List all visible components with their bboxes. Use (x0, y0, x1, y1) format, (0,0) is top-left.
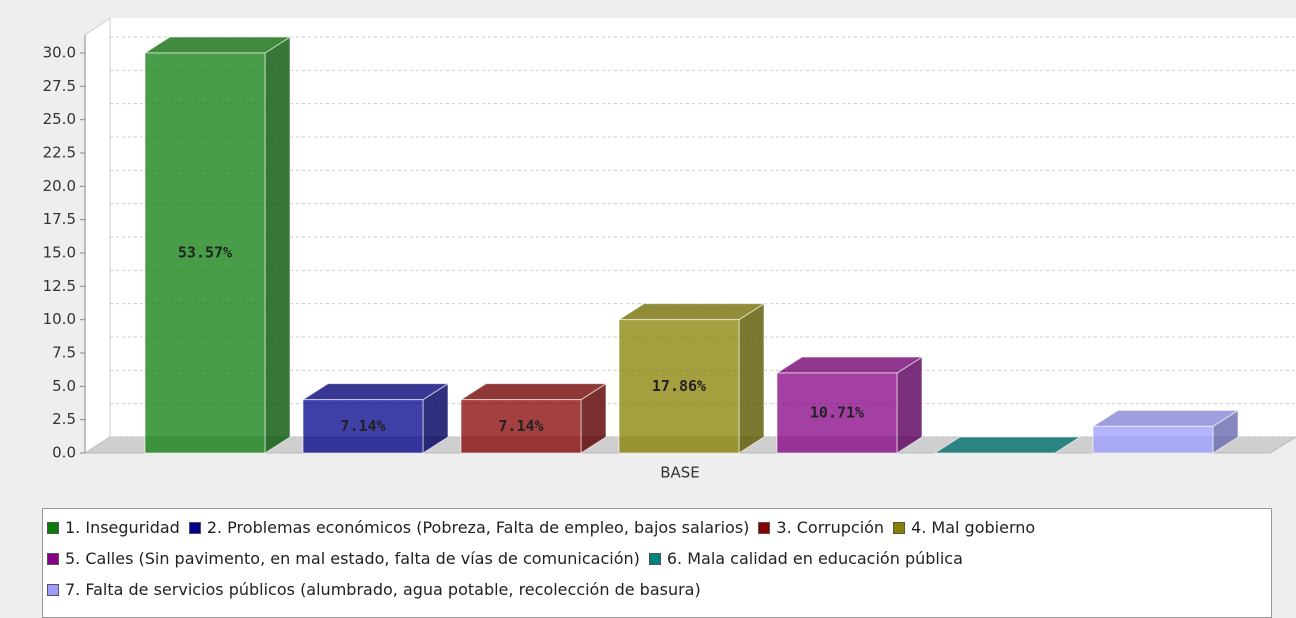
legend-item: 5. Calles (Sin pavimento, en mal estado,… (47, 543, 640, 574)
y-tick-label: 0.0 (52, 444, 76, 462)
bar-side-shade (896, 356, 923, 454)
bar (459, 382, 608, 454)
legend-label: 3. Corrupción (776, 518, 885, 537)
bar-top-shade (301, 383, 450, 401)
legend-swatch (648, 552, 661, 565)
bar-front (1092, 425, 1214, 454)
bar-label: 53.57% (178, 244, 232, 262)
legend-swatch (47, 552, 59, 565)
legend-item: 3. Corrupción (758, 512, 884, 543)
legend-swatch (188, 521, 201, 534)
bar-top (777, 357, 922, 373)
bar-side (423, 383, 448, 453)
wall-edge (84, 17, 111, 36)
bar (775, 356, 924, 454)
y-tick-label: 20.0 (43, 177, 76, 195)
bar-side (1213, 410, 1238, 453)
x-category-label: BASE (660, 464, 700, 482)
bar-top-shade (1091, 409, 1240, 427)
bar-label: 7.14% (498, 417, 543, 435)
legend-label: 5. Calles (Sin pavimento, en mal estado,… (65, 549, 640, 568)
legend-label: 1. Inseguridad (65, 518, 180, 537)
legend-label: 4. Mal gobierno (911, 518, 1036, 537)
bar-top (935, 437, 1080, 453)
legend-label: 2. Problemas económicos (Pobreza, Falta … (206, 518, 750, 537)
bar-top-shade (933, 436, 1082, 454)
legend-label: 7. Falta de servicios públicos (alumbrad… (65, 580, 701, 599)
legend-item: 7. Falta de servicios públicos (alumbrad… (47, 574, 701, 605)
y-tick-label: 5.0 (52, 377, 76, 395)
bar-top-shade (617, 303, 766, 321)
plot-background (85, 18, 1296, 453)
legend-item: 6. Mala calidad en educación pública (648, 543, 963, 574)
bar-front (460, 399, 582, 454)
legend-item: 4. Mal gobierno (893, 512, 1035, 543)
y-tick-label: 17.5 (43, 210, 76, 228)
bar-top-shade (143, 36, 292, 54)
bar (301, 382, 450, 454)
bar-front (618, 319, 740, 454)
legend-swatch (47, 583, 59, 596)
legend-item: 1. Inseguridad (47, 512, 180, 543)
bar-side-shade (264, 36, 291, 454)
bar-side (265, 37, 290, 453)
bar (1091, 409, 1240, 454)
bar-top (303, 383, 448, 400)
legend: 1. Inseguridad 2. Problemas económicos (P… (42, 508, 1272, 618)
bar (617, 302, 766, 454)
legend-label: 6. Mala calidad en educación pública (666, 549, 963, 568)
y-tick-label: 27.5 (43, 77, 76, 95)
y-tick-label: 7.5 (52, 344, 76, 362)
legend-swatch (893, 521, 906, 534)
bar (933, 436, 1082, 454)
bar-side (581, 383, 606, 453)
bar-top-shade (459, 383, 608, 401)
bar-front (144, 52, 266, 454)
y-tick-label: 10.0 (43, 310, 76, 328)
bar-side-shade (738, 302, 765, 454)
bar-top (1093, 410, 1238, 427)
bar-top (619, 303, 764, 320)
y-tick-label: 25.0 (43, 110, 76, 128)
bar-top (145, 37, 290, 53)
bar-label: 10.71% (810, 404, 864, 422)
bar-top-shade (775, 356, 924, 374)
bar-label: 7.14% (340, 417, 385, 435)
bar-top (461, 383, 606, 400)
legend-swatch (758, 521, 771, 534)
bar-front (302, 399, 424, 454)
legend-item: 2. Problemas económicos (Pobreza, Falta … (188, 512, 750, 543)
y-tick-label: 30.0 (43, 44, 76, 62)
y-tick-label: 2.5 (52, 410, 76, 428)
bar-side (739, 303, 764, 453)
bar-front (776, 372, 898, 454)
bar-side (897, 357, 922, 453)
legend-swatch (47, 521, 59, 534)
chart: BASE 0.0 2.5 5.0 7.5 10.0 12.5 15.0 17.5 20.0 22.… (43, 17, 1296, 482)
bar-label: 17.86% (652, 377, 706, 395)
bar (143, 36, 292, 454)
y-tick-label: 12.5 (43, 277, 76, 295)
page: BASE 0.0 2.5 5.0 7.5 10.0 12.5 15.0 17.5 20.0 22.… (42, 17, 1296, 618)
y-tick-label: 22.5 (43, 144, 76, 162)
y-tick-label: 15.0 (43, 244, 76, 262)
